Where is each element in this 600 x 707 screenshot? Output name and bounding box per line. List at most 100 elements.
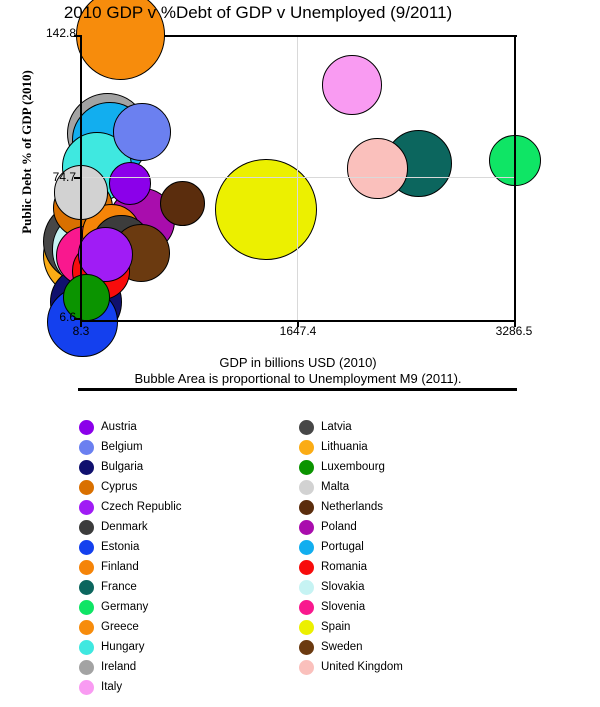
legend-swatch [79, 539, 94, 555]
legend-swatch [79, 679, 94, 695]
legend-label: Portugal [321, 541, 364, 553]
legend-item-slovenia: Slovenia [299, 597, 529, 617]
legend-swatch [79, 439, 94, 455]
legend-label: Italy [101, 681, 123, 693]
legend-swatch [79, 459, 94, 475]
legend-label: Hungary [101, 641, 145, 653]
legend-label: Denmark [101, 521, 148, 533]
legend-item-luxembourg: Luxembourg [299, 457, 529, 477]
legend-item-netherlands: Netherlands [299, 497, 529, 517]
legend-swatch [299, 599, 314, 615]
legend-label: Greece [101, 621, 139, 633]
x-axis-title: GDP in billions USD (2010) [219, 355, 377, 370]
bubble-italy [321, 54, 383, 116]
legend-label: Slovakia [321, 581, 365, 593]
legend-swatch [299, 579, 314, 595]
legend-label: Ireland [101, 661, 137, 673]
legend-item-bulgaria: Bulgaria [79, 457, 289, 477]
legend-item-romania: Romania [299, 557, 529, 577]
bubble-united-kingdom [347, 137, 409, 199]
divider-line [78, 388, 517, 391]
legend-swatch [79, 639, 94, 655]
legend-swatch [299, 479, 314, 495]
legend-item-austria: Austria [79, 417, 289, 437]
bubble-belgium [112, 103, 171, 161]
legend-swatch [79, 519, 94, 535]
legend-label: Romania [321, 561, 368, 573]
legend-item-united-kingdom: United Kingdom [299, 657, 529, 677]
y-tick-label-min: 6.6 [59, 310, 76, 324]
legend-item-germany: Germany [79, 597, 289, 617]
plot-frame-right [514, 35, 516, 327]
legend-swatch [299, 459, 314, 475]
plot-frame-left [80, 35, 82, 327]
legend-item-poland: Poland [299, 517, 529, 537]
legend-label: Slovenia [321, 601, 366, 613]
y-tick-label-max: 142.8 [45, 26, 76, 40]
chart-title: 2010 GDP v %Debt of GDP v Unemployed (9/… [63, 3, 453, 22]
legend-swatch [299, 419, 314, 435]
legend-swatch [299, 559, 314, 575]
legend-swatch [79, 499, 94, 515]
legend-column-2: Latvia Lithuania Luxembourg Malta Netherland… [299, 417, 529, 677]
legend-label: France [101, 581, 137, 593]
y-tick-mark-max [74, 35, 81, 37]
legend-swatch [79, 599, 94, 615]
bubble-size-caption: Bubble Area is proportional to Unemploym… [134, 371, 462, 386]
legend-swatch [299, 639, 314, 655]
legend-item-france: France [79, 577, 289, 597]
legend-label: Poland [321, 521, 357, 533]
legend-label: Austria [101, 421, 137, 433]
legend-label: Cyprus [101, 481, 138, 493]
legend-item-hungary: Hungary [79, 637, 289, 657]
legend-item-portugal: Portugal [299, 537, 529, 557]
legend-label: Belgium [101, 441, 143, 453]
legend-item-latvia: Latvia [299, 417, 529, 437]
legend-column-1: Austria Belgium Bulgaria Cyprus Czech Republ… [79, 417, 289, 697]
legend-label: Czech Republic [101, 501, 182, 513]
legend-swatch [79, 559, 94, 575]
legend-item-italy: Italy [79, 677, 289, 697]
x-tick-label-min: 8.3 [72, 324, 90, 338]
legend-swatch [299, 499, 314, 515]
legend-label: United Kingdom [321, 661, 403, 673]
legend-swatch [79, 659, 94, 675]
x-tick-label-max: 3286.5 [495, 324, 533, 338]
y-axis-title: Public Debt % of GDP (2010) [19, 70, 34, 234]
legend-item-malta: Malta [299, 477, 529, 497]
legend-item-sweden: Sweden [299, 637, 529, 657]
legend-label: Sweden [321, 641, 363, 653]
legend-label: Finland [101, 561, 139, 573]
y-tick-mark-mid [74, 177, 81, 179]
legend-item-lithuania: Lithuania [299, 437, 529, 457]
legend-label: Germany [101, 601, 149, 613]
legend-item-spain: Spain [299, 617, 529, 637]
legend-swatch [79, 479, 94, 495]
plot-frame-top [80, 35, 517, 37]
legend-label: Luxembourg [321, 461, 385, 473]
legend-label: Malta [321, 481, 350, 493]
legend-label: Bulgaria [101, 461, 144, 473]
legend-label: Spain [321, 621, 351, 633]
legend-swatch [299, 539, 314, 555]
legend-swatch [79, 579, 94, 595]
legend-label: Estonia [101, 541, 140, 553]
bubble-czech-republic [77, 227, 133, 283]
bubble-spain [215, 158, 317, 260]
gridline-y-74 [82, 177, 514, 178]
legend-swatch [79, 619, 94, 635]
legend-item-czech-republic: Czech Republic [79, 497, 289, 517]
bubble-greece [75, 0, 166, 80]
legend-item-denmark: Denmark [79, 517, 289, 537]
legend-swatch [299, 519, 314, 535]
legend-label: Lithuania [321, 441, 368, 453]
plot-frame-bottom [80, 320, 516, 322]
bubble-austria [108, 162, 151, 205]
x-tick-mark-mid [297, 322, 299, 327]
legend-swatch [299, 619, 314, 635]
bubble-luxembourg [63, 273, 111, 321]
legend-item-cyprus: Cyprus [79, 477, 289, 497]
legend-label: Netherlands [321, 501, 384, 513]
legend-item-estonia: Estonia [79, 537, 289, 557]
gridline-x-1647 [297, 37, 298, 321]
